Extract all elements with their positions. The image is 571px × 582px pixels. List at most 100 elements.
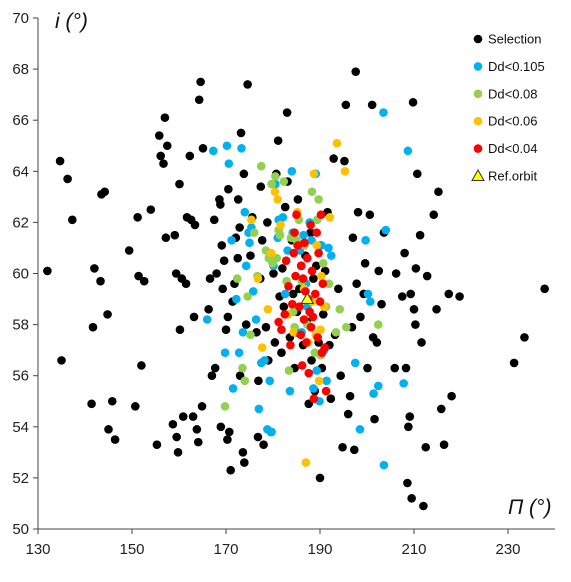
point-selection xyxy=(160,113,170,122)
point-selection xyxy=(217,241,227,250)
point-dd-0-105 xyxy=(224,159,234,168)
point-dd-0-04 xyxy=(292,210,301,220)
point-selection xyxy=(434,187,443,197)
point-dd-0-105 xyxy=(265,376,275,386)
point-selection xyxy=(352,279,361,289)
point-selection xyxy=(407,494,416,503)
point-selection xyxy=(341,100,351,110)
point-dd-0-105 xyxy=(381,225,391,235)
point-dd-0-04 xyxy=(274,317,283,327)
point-selection xyxy=(88,322,98,332)
point-selection xyxy=(309,274,318,283)
point-selection xyxy=(343,409,353,419)
point-dd-0-105 xyxy=(287,167,297,176)
point-dd-0-08 xyxy=(246,330,255,340)
point-selection xyxy=(340,156,349,166)
point-selection xyxy=(270,338,280,347)
point-selection xyxy=(181,279,191,289)
point-dd-0-105 xyxy=(355,425,365,434)
point-dd-0-105 xyxy=(369,389,378,398)
point-dd-0-04 xyxy=(300,238,309,248)
point-selection xyxy=(154,131,164,140)
point-selection xyxy=(411,264,421,273)
point-selection xyxy=(419,501,428,511)
point-dd-0-105 xyxy=(312,366,322,375)
point-selection xyxy=(63,174,72,184)
point-selection xyxy=(273,136,283,145)
y-tick-label: 70 xyxy=(12,10,29,27)
legend-label-dd-0-04: Dd<0.04 xyxy=(488,141,538,156)
point-selection xyxy=(57,356,66,365)
point-selection xyxy=(139,276,149,286)
legend: Selection Dd<0.105 Dd<0.08 Dd<0.06 Dd<0.04 Re… xyxy=(471,32,545,184)
point-dd-0-105 xyxy=(361,235,370,245)
point-selection xyxy=(110,435,120,444)
point-selection xyxy=(103,310,112,319)
point-dd-0-06 xyxy=(314,376,324,386)
point-dd-0-105 xyxy=(373,381,383,391)
y-axis-title: i (°) xyxy=(55,10,88,33)
point-selection xyxy=(509,358,519,368)
y-tick-label: 52 xyxy=(12,470,29,487)
point-selection xyxy=(351,67,361,76)
point-selection xyxy=(90,264,99,273)
point-selection xyxy=(261,322,271,332)
point-selection xyxy=(403,478,412,488)
point-selection xyxy=(400,248,409,258)
point-selection xyxy=(216,422,226,432)
legend-marker-ref-orbit xyxy=(471,168,485,181)
point-dd-0-105 xyxy=(260,356,269,365)
point-selection xyxy=(175,179,184,189)
point-dd-0-06 xyxy=(289,327,298,337)
point-dd-0-105 xyxy=(220,348,230,358)
point-dd-0-04 xyxy=(311,289,320,299)
point-dd-0-04 xyxy=(295,302,304,312)
data-points xyxy=(43,67,549,511)
point-selection xyxy=(350,445,359,455)
point-selection xyxy=(104,425,113,434)
point-selection xyxy=(329,154,338,163)
point-dd-0-105 xyxy=(379,108,388,117)
point-dd-0-06 xyxy=(253,274,263,283)
point-dd-0-08 xyxy=(331,327,341,337)
point-selection xyxy=(159,159,168,168)
x-tick-label: 190 xyxy=(307,541,332,558)
point-selection xyxy=(432,304,441,314)
point-selection xyxy=(216,200,225,209)
point-selection xyxy=(447,391,456,401)
point-dd-0-08 xyxy=(271,172,280,181)
point-selection xyxy=(226,465,235,475)
point-dd-0-04 xyxy=(314,248,323,258)
point-selection xyxy=(87,399,96,409)
point-selection xyxy=(405,412,415,421)
point-selection xyxy=(137,361,146,370)
point-dd-0-08 xyxy=(275,230,285,240)
point-selection xyxy=(444,289,454,299)
point-dd-0-08 xyxy=(318,258,328,268)
point-dd-0-06 xyxy=(325,212,335,222)
point-selection xyxy=(212,269,221,278)
point-dd-0-105 xyxy=(222,141,232,151)
point-selection xyxy=(134,271,143,281)
point-dd-0-06 xyxy=(332,138,342,148)
point-selection xyxy=(334,284,343,294)
point-selection xyxy=(372,338,382,347)
legend-marker-dd-0-08 xyxy=(473,89,483,99)
point-selection xyxy=(455,292,464,301)
point-selection xyxy=(406,289,416,299)
point-selection xyxy=(356,312,365,322)
point-dd-0-06 xyxy=(263,304,273,314)
point-dd-0-04 xyxy=(302,338,311,347)
point-selection xyxy=(338,442,347,452)
axis-titles: i (°) Π (°) xyxy=(55,10,551,519)
point-selection xyxy=(198,144,208,153)
point-selection xyxy=(239,169,249,179)
point-selection xyxy=(189,312,199,322)
point-selection xyxy=(374,266,384,276)
legend-marker-dd-0-04 xyxy=(473,144,483,153)
point-selection xyxy=(348,233,358,243)
y-tick-label: 68 xyxy=(12,61,29,78)
point-dd-0-105 xyxy=(267,427,276,437)
x-axis-title: Π (°) xyxy=(508,496,551,519)
point-dd-0-105 xyxy=(248,287,258,296)
